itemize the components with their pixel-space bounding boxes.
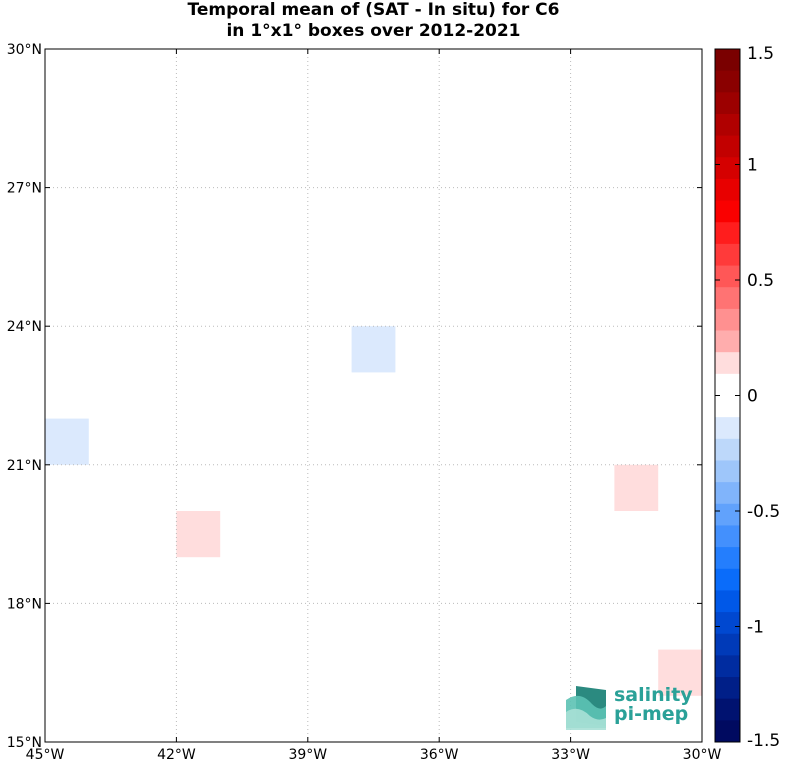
colorbar-step-11 — [715, 287, 740, 310]
logo-text-salinity: salinity — [614, 684, 693, 706]
colorbar-step-4 — [715, 135, 740, 158]
lon-tick-label-2: 39°W — [288, 747, 327, 763]
colorbar-step-10 — [715, 265, 740, 288]
colorbar-step-16 — [715, 395, 740, 418]
colorbar-step-12 — [715, 308, 740, 332]
lon-tick-label-5: 30°W — [683, 747, 722, 763]
colorbar-step-1 — [715, 70, 740, 93]
map-frame — [44, 48, 703, 743]
axis-ticks: 45°W 42°W 39°W 36°W 33°W 30°W 15°N 18°N 21°N 24°N… — [7, 42, 722, 763]
colorbar-step-7 — [715, 200, 740, 223]
colorbar-step-28 — [715, 655, 740, 678]
lat-tick-label-0: 15°N — [7, 735, 42, 751]
colorbar-step-6 — [715, 178, 740, 202]
colorbar-label-3: 0 — [747, 387, 758, 407]
colorbar-step-29 — [715, 677, 740, 700]
colorbar-step-13 — [715, 330, 740, 353]
data-boxes — [45, 326, 702, 696]
colorbar-step-18 — [715, 438, 740, 461]
colorbar-label-4: -0.5 — [747, 502, 780, 522]
data-box-0 — [351, 326, 396, 373]
lon-tick-label-3: 36°W — [420, 747, 459, 763]
lat-tick-label-4: 27°N — [7, 181, 42, 197]
colorbar-step-20 — [715, 482, 740, 505]
data-box-4 — [658, 649, 702, 696]
lat-tick-label-5: 30°N — [7, 42, 42, 58]
map-title-line1: Temporal mean of (SAT - In situ) for C6 — [187, 0, 560, 20]
salinity-logo-icon — [566, 686, 606, 730]
colorbar-step-23 — [715, 547, 740, 570]
colorbar-step-24 — [715, 568, 740, 591]
colorbar-step-25 — [715, 590, 740, 613]
lat-tick-label-1: 18°N — [7, 596, 42, 612]
lat-tick-label-2: 21°N — [7, 458, 42, 474]
colorbar-step-22 — [715, 525, 740, 548]
data-box-1 — [45, 418, 89, 465]
colorbar-label-0: 1.5 — [747, 44, 774, 64]
data-box-2 — [176, 511, 221, 558]
data-box-3 — [614, 464, 659, 511]
colorbar-step-3 — [715, 113, 740, 137]
gridlines — [45, 49, 702, 742]
colorbar-step-31 — [715, 720, 740, 743]
colorbar-label-6: -1.5 — [747, 731, 780, 751]
colorbar-step-27 — [715, 633, 740, 656]
colorbar-label-1: 1 — [747, 156, 758, 176]
colorbar: 1.5 1 0.5 0 -0.5 -1 -1.5 — [714, 44, 780, 751]
colorbar-step-15 — [715, 373, 740, 396]
colorbar-step-19 — [715, 460, 740, 483]
colorbar-label-5: -1 — [747, 618, 764, 638]
colorbar-step-9 — [715, 243, 740, 267]
logo-text-pi-mep: pi-mep — [614, 703, 689, 725]
colorbar-step-5 — [715, 157, 740, 180]
colorbar-step-26 — [715, 612, 740, 635]
lon-tick-label-0: 45°W — [26, 747, 65, 763]
lon-tick-label-4: 33°W — [551, 747, 590, 763]
colorbar-step-8 — [715, 222, 740, 245]
map-title-line2: in 1°x1° boxes over 2012-2021 — [226, 21, 521, 41]
colorbar-step-2 — [715, 92, 740, 115]
colorbar-step-0 — [715, 49, 740, 72]
colorbar-step-30 — [715, 698, 740, 721]
colorbar-step-14 — [715, 352, 740, 375]
lon-tick-label-1: 42°W — [157, 747, 196, 763]
colorbar-step-17 — [715, 417, 740, 440]
colorbar-label-2: 0.5 — [747, 271, 774, 291]
lat-tick-label-3: 24°N — [7, 319, 42, 335]
colorbar-step-21 — [715, 503, 740, 526]
